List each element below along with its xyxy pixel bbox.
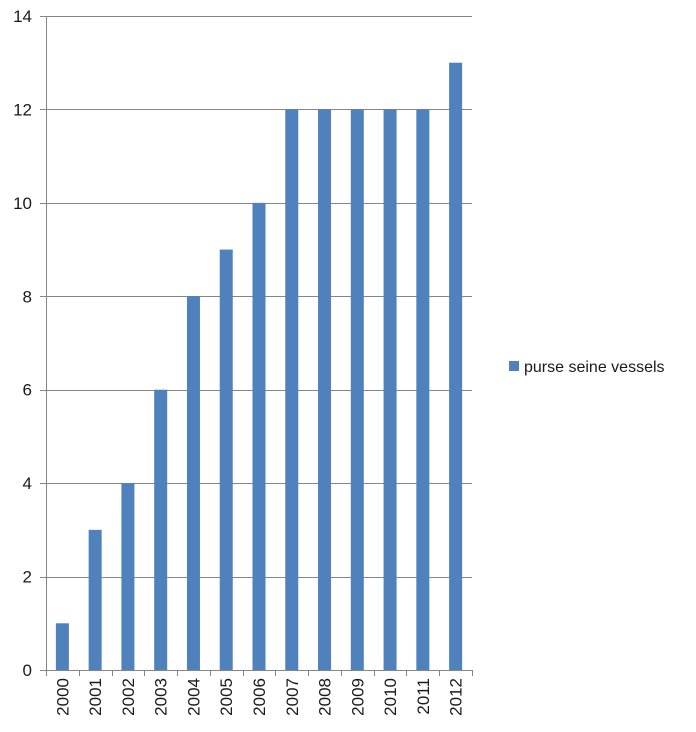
y-tick-label: 12 [13,100,32,119]
bar-2007 [285,109,299,670]
bar-2003 [154,389,168,670]
x-tick-label: 2002 [119,678,138,716]
x-tick-label: 2005 [217,678,236,716]
bars [55,62,463,671]
x-tick-label: 2010 [381,678,400,716]
y-tick-label: 10 [13,194,32,213]
x-tick-label: 2003 [152,678,171,716]
x-tick-label: 2012 [447,678,466,716]
x-tick-label: 2001 [86,678,105,716]
x-tick-label: 2009 [348,678,367,716]
x-tick-label: 2011 [414,678,433,715]
bar-2005 [219,249,233,671]
x-tick-label: 2000 [53,678,72,716]
legend: purse seine vessels [509,359,665,376]
x-axis-ticks: 2000 2001 2002 2003 2004 2005 2006 2007 2008 2009… [46,670,473,716]
x-tick-label: 2006 [250,678,269,716]
bar-2012 [449,62,463,670]
x-tick-label: 2008 [316,678,335,716]
bar-2004 [186,296,200,670]
y-tick-label: 6 [23,381,32,400]
y-tick-label: 14 [13,7,32,26]
x-tick-label: 2004 [184,678,203,716]
axes [46,16,472,671]
y-tick-label: 0 [23,661,32,680]
y-tick-label: 4 [23,474,32,493]
bar-2002 [121,483,135,670]
y-tick-label: 2 [23,568,32,587]
x-tick-label: 2007 [283,678,302,716]
legend-label: purse seine vessels [524,359,665,376]
legend-swatch [509,361,519,371]
bar-2009 [350,109,364,670]
y-tick-label: 8 [23,287,32,306]
bar-2000 [55,623,69,670]
bar-2001 [88,529,102,670]
y-axis-ticks: 0 2 4 6 8 10 12 14 [13,7,46,680]
bar-2006 [252,202,266,670]
bar-2010 [383,109,397,670]
bar-2011 [416,109,430,670]
bar-2008 [318,109,332,670]
